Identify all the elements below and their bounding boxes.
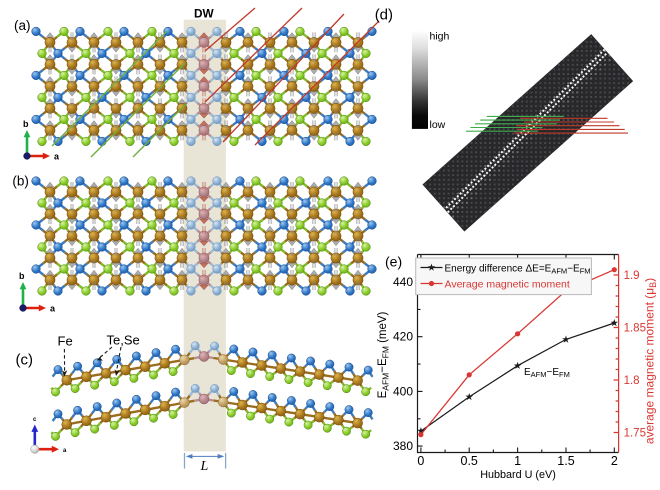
svg-text:Average magnetic moment: Average magnetic moment — [445, 279, 570, 291]
svg-text:DW: DW — [194, 6, 215, 20]
svg-text:2: 2 — [611, 454, 618, 468]
svg-text:low: low — [430, 119, 446, 131]
svg-text:Hubbard U (eV): Hubbard U (eV) — [480, 469, 556, 481]
svg-text:high: high — [430, 30, 450, 42]
svg-text:380: 380 — [393, 439, 413, 453]
svg-text:420: 420 — [393, 330, 413, 344]
svg-text:1.9: 1.9 — [624, 270, 640, 282]
svg-text:440: 440 — [393, 275, 413, 289]
svg-text:average magnetic moment (μB): average magnetic moment (μB) — [643, 278, 658, 444]
svg-text:Fe: Fe — [58, 334, 73, 349]
svg-text:1: 1 — [514, 454, 521, 468]
svg-text:L: L — [200, 459, 209, 474]
svg-text:b: b — [19, 271, 25, 281]
svg-text:1.8: 1.8 — [624, 375, 640, 387]
svg-text:1.5: 1.5 — [557, 454, 574, 468]
svg-text:Te,Se: Te,Se — [107, 333, 140, 348]
svg-text:0: 0 — [417, 454, 424, 468]
svg-text:(a): (a) — [14, 18, 31, 33]
svg-text:(d): (d) — [375, 7, 393, 24]
svg-text:400: 400 — [393, 384, 413, 398]
svg-text:0.5: 0.5 — [461, 454, 478, 468]
svg-text:(b): (b) — [12, 174, 29, 189]
svg-text:Energy difference ΔE=EAFM−EFM: Energy difference ΔE=EAFM−EFM — [445, 264, 591, 276]
svg-text:(c): (c) — [16, 352, 34, 369]
svg-text:(e): (e) — [385, 254, 402, 270]
svg-text:b: b — [23, 119, 29, 129]
